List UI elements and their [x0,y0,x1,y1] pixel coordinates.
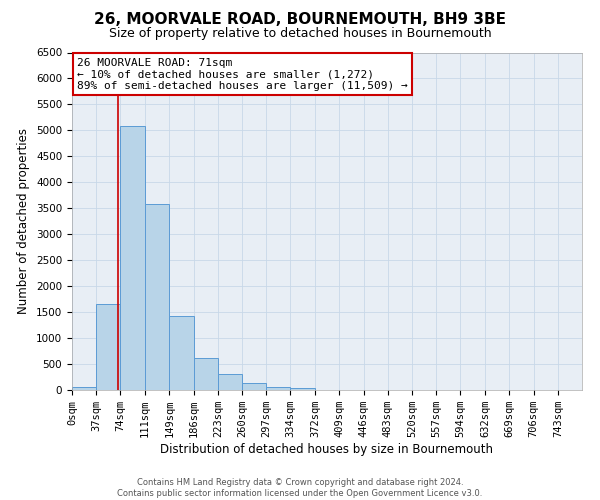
Bar [218,374,242,390]
Bar [96,304,121,390]
Text: 26 MOORVALE ROAD: 71sqm
← 10% of detached houses are smaller (1,272)
89% of semi: 26 MOORVALE ROAD: 71sqm ← 10% of detache… [77,58,408,91]
Bar [121,126,145,390]
Bar [72,387,96,390]
Text: Contains HM Land Registry data © Crown copyright and database right 2024.
Contai: Contains HM Land Registry data © Crown c… [118,478,482,498]
Bar [242,382,266,390]
Bar [169,316,194,390]
Y-axis label: Number of detached properties: Number of detached properties [17,128,31,314]
Bar [194,358,218,390]
Bar [145,204,169,390]
Bar [266,387,290,390]
X-axis label: Distribution of detached houses by size in Bournemouth: Distribution of detached houses by size … [161,443,493,456]
Bar [290,388,314,390]
Text: Size of property relative to detached houses in Bournemouth: Size of property relative to detached ho… [109,28,491,40]
Text: 26, MOORVALE ROAD, BOURNEMOUTH, BH9 3BE: 26, MOORVALE ROAD, BOURNEMOUTH, BH9 3BE [94,12,506,28]
